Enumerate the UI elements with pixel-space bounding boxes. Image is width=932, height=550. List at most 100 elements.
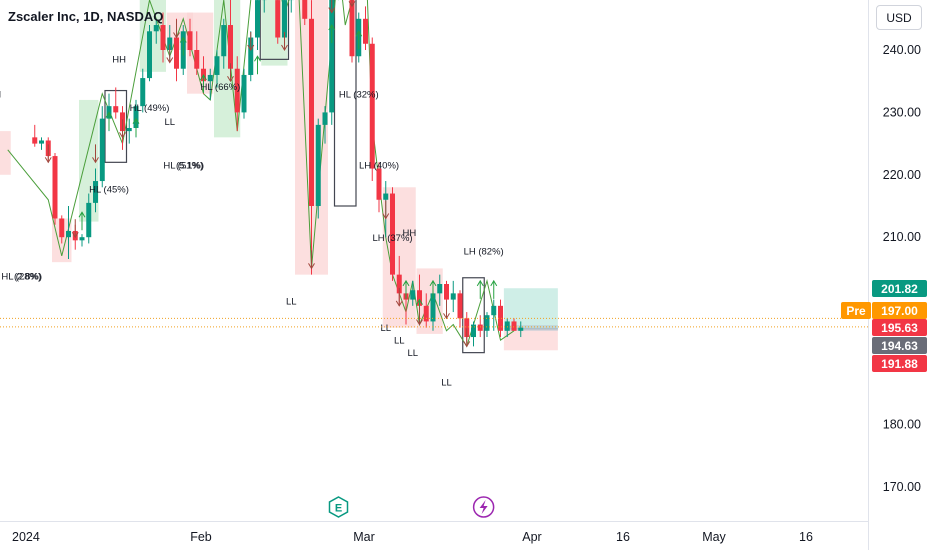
candle-body [437, 284, 443, 294]
annotation-label: HL (45%) [89, 184, 129, 195]
candle-body [32, 137, 38, 144]
chart-title: Zscaler Inc, 1D, NASDAQ [8, 9, 164, 24]
candle-body [207, 74, 213, 82]
events[interactable]: E [328, 496, 495, 518]
badge-195: 195.63 [872, 319, 927, 336]
arrow-down-head [119, 132, 126, 139]
candle-body [363, 18, 368, 44]
arrow-up-head [179, 36, 187, 43]
annotation-label: (2.8%) [14, 272, 42, 283]
candle-body [376, 168, 382, 200]
candle-body [349, 0, 355, 57]
candle-body [491, 305, 497, 316]
candle-body [39, 140, 44, 144]
arrow-down-head [416, 319, 423, 326]
annotation-label: (5.1%) [176, 161, 204, 172]
badge-191: 191.88 [872, 355, 927, 372]
arrow-down-head [395, 300, 403, 307]
x-tick-label: 16 [616, 530, 630, 544]
annotation-label: LL [441, 378, 452, 389]
x-tick-label: Feb [190, 530, 212, 544]
earnings-icon [328, 496, 349, 518]
zigzag-lines [7, 0, 515, 348]
currency-button[interactable]: USD [876, 5, 922, 30]
candle-body [369, 43, 375, 169]
arrow-up-head [132, 117, 140, 124]
candle-body [430, 293, 436, 322]
annotation-label: HL (32%) [339, 89, 379, 100]
arrow-up-head [402, 279, 410, 287]
arrow-down-head [247, 44, 255, 51]
candle-body [322, 112, 328, 125]
arrow-up-head [105, 111, 113, 118]
candle-body [248, 37, 254, 75]
arrow-up-head [200, 73, 207, 81]
candle-body [52, 156, 58, 219]
arrow-down-head [308, 263, 315, 270]
candle-body [390, 193, 395, 275]
x-tick-label: 16 [799, 530, 813, 544]
candle-body [194, 50, 200, 69]
candle-body [444, 284, 449, 300]
candle-body [498, 305, 503, 331]
annotation-label: LH (37%) [372, 233, 412, 244]
arrow-up-head [416, 298, 423, 305]
y-tick-label: 170.00 [883, 480, 921, 494]
candle-body [423, 305, 429, 322]
candle-body [383, 193, 389, 200]
arrow-down-head [44, 157, 52, 164]
candle-body [140, 78, 146, 107]
candle-body [315, 124, 321, 206]
y-tick-label: 240.00 [883, 43, 921, 57]
candle-body [167, 37, 173, 50]
arrow-up-head [355, 30, 363, 37]
candle-body [126, 128, 132, 132]
position-band [503, 325, 558, 331]
arrow-up-head [78, 211, 86, 218]
candle-body [329, 0, 335, 113]
annotation-label: HH [112, 54, 126, 65]
arrow-down-head [71, 231, 79, 239]
candle-body [457, 293, 463, 319]
badge-194: 194.63 [872, 337, 927, 354]
arrow-up-head [429, 279, 437, 287]
badge-201: 201.82 [872, 280, 927, 297]
candle-body [59, 218, 65, 238]
annotation-label: LL [286, 297, 297, 308]
annotation-label: HL (66%) [200, 82, 240, 93]
candle-body [396, 274, 402, 294]
candle-body [174, 37, 179, 69]
candle-body [93, 181, 98, 203]
range-box [462, 277, 485, 354]
position-tool[interactable] [503, 288, 558, 351]
x-tick-label: May [702, 530, 726, 544]
candle-body [99, 118, 105, 182]
annotation-label: LL [164, 117, 175, 128]
arrow-up-head [476, 279, 484, 287]
badge-197: 197.00 [872, 302, 927, 319]
arrow-up-head [328, 24, 336, 31]
annotation-label: HL (49%) [130, 103, 170, 114]
candle-body [511, 321, 517, 331]
grid [0, 0, 869, 550]
candle-body [302, 0, 308, 19]
position-loss-zone [503, 328, 558, 351]
candle-body [133, 106, 139, 128]
x-tick-label: Mar [353, 530, 375, 544]
x-tick-label: Apr [522, 530, 541, 544]
annotation-label: HH [403, 228, 417, 239]
arrow-down-head [92, 157, 99, 164]
candle-body [309, 18, 314, 206]
candle-body [241, 74, 247, 113]
range-box [259, 0, 290, 60]
annotation-label: H [0, 89, 1, 100]
candle-body [450, 293, 456, 300]
arrow-up-head [490, 279, 498, 287]
candle-body [86, 202, 92, 238]
arrow-down-head [328, 7, 336, 14]
candle-body [234, 68, 240, 113]
annotation-label: LH (82%) [464, 247, 504, 258]
candle-body [160, 25, 166, 50]
